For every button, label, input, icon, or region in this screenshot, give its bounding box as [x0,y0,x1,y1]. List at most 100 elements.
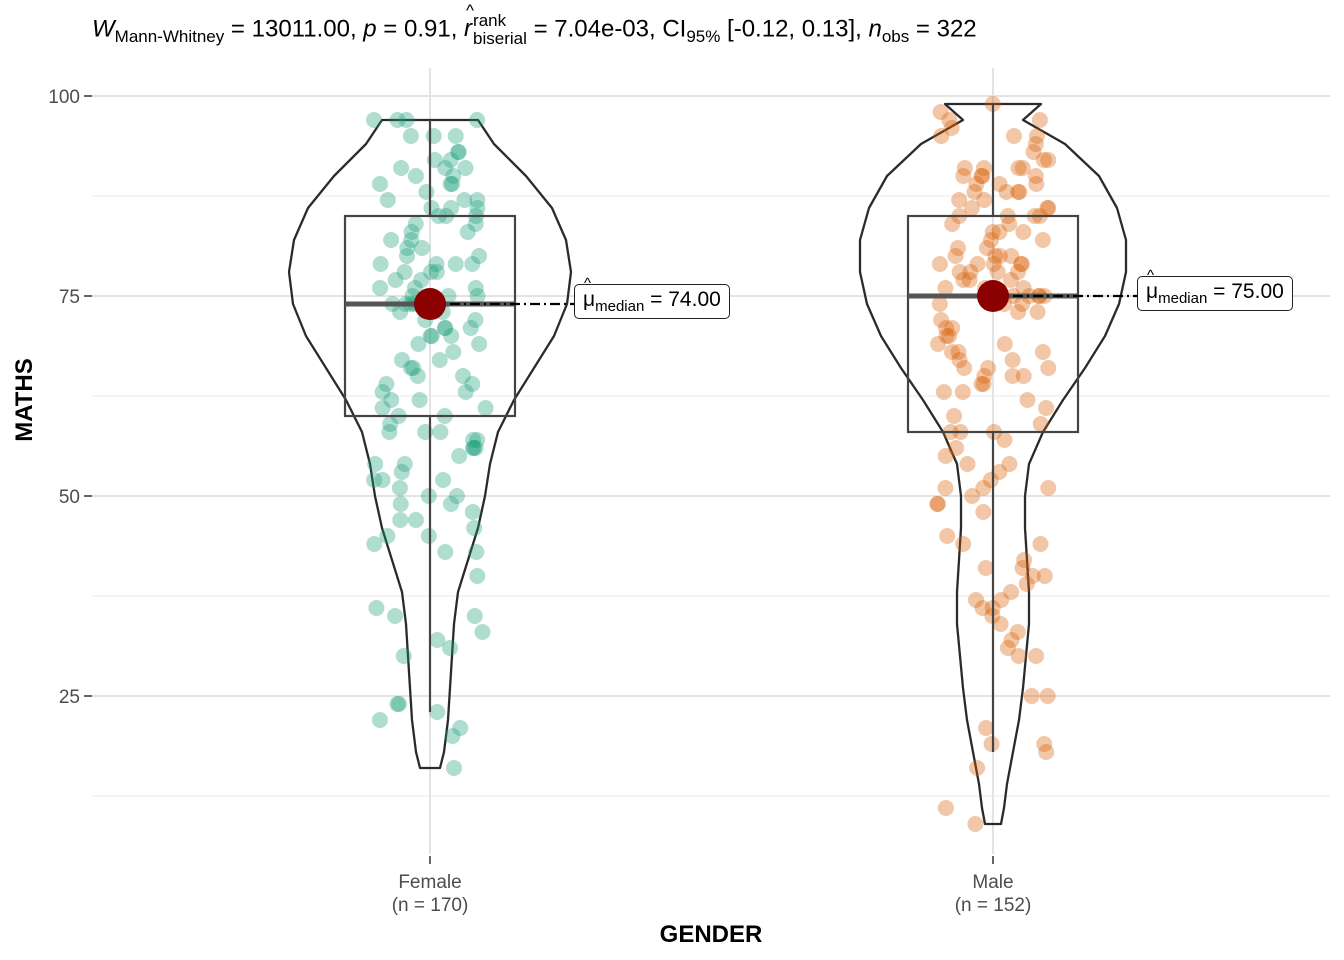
data-point [1003,584,1020,600]
data-point [951,264,968,280]
data-point [466,608,483,624]
data-point [413,272,430,288]
data-point [366,112,382,128]
data-point [452,720,469,736]
data-point [432,424,449,440]
r-value: = 7.04e-03, CI [526,15,687,43]
data-point [403,232,420,248]
data-point [457,384,474,400]
data-point [932,104,949,120]
median-subscript: median [1158,290,1208,308]
n-subscript: obs [881,27,910,47]
data-point [955,168,972,184]
data-point [1013,256,1030,272]
data-point [420,528,437,544]
mu-hat-symbol: μ [1146,267,1158,304]
data-point [951,192,968,208]
data-point [449,488,465,504]
data-point [946,408,963,424]
data-point [366,472,383,488]
data-point [1029,128,1045,144]
data-point [976,192,993,208]
data-point [937,480,954,496]
data-point [1010,304,1027,320]
data-point [947,248,964,264]
data-point [929,496,946,512]
data-point [933,128,950,144]
x-axis-title: GENDER [660,921,763,948]
data-point [938,328,955,344]
data-point [477,400,494,416]
data-point [991,176,1008,192]
data-point [367,456,384,472]
data-point [422,328,439,344]
data-point [938,320,954,336]
data-point [407,512,424,528]
median-point [414,288,446,320]
ci-subscript: 95% [686,27,721,47]
data-point [392,496,409,512]
data-point [407,216,424,232]
data-point [1034,344,1051,360]
box-iqr [343,214,517,418]
data-point [393,160,410,176]
y-axis-title: MATHS [11,358,38,442]
data-point [383,232,400,248]
x-tick-label-female: Female [398,872,461,893]
data-point [1019,392,1036,408]
box-iqr [906,214,1080,434]
data-point [398,112,415,128]
median-value: = 75.00 [1207,280,1284,303]
data-point [423,328,440,344]
data-point [1028,176,1045,192]
data-point [437,320,453,336]
data-point [1010,264,1026,280]
data-point [389,112,406,128]
data-point [983,736,1000,752]
data-point [428,264,445,280]
data-point [456,192,473,208]
data-point [1015,224,1032,240]
data-point [1001,216,1018,232]
data-point [1014,560,1031,576]
data-point [374,472,391,488]
data-point [403,224,420,240]
data-point [1040,480,1057,496]
data-point [468,544,485,560]
data-point [372,176,388,192]
data-point [462,320,479,336]
data-point [420,488,437,504]
data-point [996,336,1013,352]
data-point [425,128,442,144]
chart-subtitle: WMann-Whitney = 13011.00, p = 0.91, ^ r ra… [92,1,977,48]
violin-female [287,118,573,770]
data-point [1040,200,1057,216]
data-point [389,696,406,712]
data-point [1039,200,1056,216]
data-point [951,352,968,368]
data-point [451,448,468,464]
data-point [1018,576,1035,592]
data-point [378,376,395,392]
data-point [939,528,956,544]
data-point [381,424,398,440]
data-point [423,264,439,280]
data-point [969,256,986,272]
data-point [973,168,990,184]
data-point [966,184,983,200]
data-point [443,496,459,512]
data-point [382,416,399,432]
w-subscript: Mann-Whitney [114,27,225,47]
data-point [423,200,440,216]
data-point [941,112,958,128]
data-point [450,144,467,160]
data-point [1036,568,1053,584]
data-point [956,160,973,176]
data-point [399,240,416,256]
data-point [465,440,482,456]
data-point [402,128,419,144]
median-point [977,280,1009,312]
data-point [989,264,1006,280]
data-point [445,344,462,360]
data-point [1038,744,1055,760]
